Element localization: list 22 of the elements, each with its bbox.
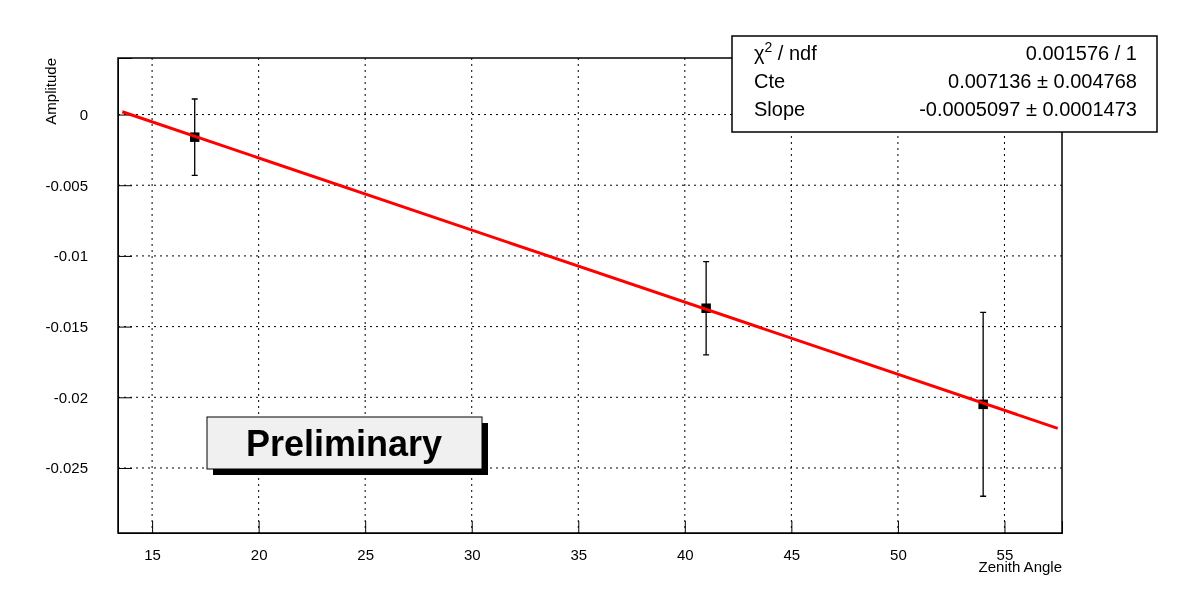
y-axis-title: Amplitude xyxy=(42,58,59,125)
x-tick-label: 35 xyxy=(570,545,588,563)
x-tick-label: 45 xyxy=(783,545,801,563)
annotation: 0.007136 ± 0.004768 xyxy=(948,70,1137,92)
y-tick-label: -0.005 xyxy=(45,176,88,194)
y-tick-label: -0.01 xyxy=(53,247,88,265)
x-tick-label: 25 xyxy=(357,545,375,563)
x-tick-label: 20 xyxy=(250,545,268,563)
annotation: 0.001576 / 1 xyxy=(1025,42,1137,64)
y-tick-label: -0.02 xyxy=(53,388,88,406)
y-tick-label: -0.015 xyxy=(45,317,88,335)
x-tick-label: 15 xyxy=(144,545,161,563)
annotation: Cte xyxy=(754,70,786,92)
annotation: Preliminary xyxy=(245,423,443,464)
annotation: χ$^{2}$ / ndf xyxy=(754,39,818,64)
y-tick-label: -0.025 xyxy=(45,459,88,477)
x-tick-label: 30 xyxy=(463,545,481,563)
y-tick-label: 0 xyxy=(79,105,88,123)
annotation: -0.0005097 ± 0.0001473 xyxy=(919,98,1137,120)
x-tick-label: 40 xyxy=(676,545,694,563)
x-tick-label: 50 xyxy=(890,545,907,563)
annotation: Slope xyxy=(754,98,806,120)
